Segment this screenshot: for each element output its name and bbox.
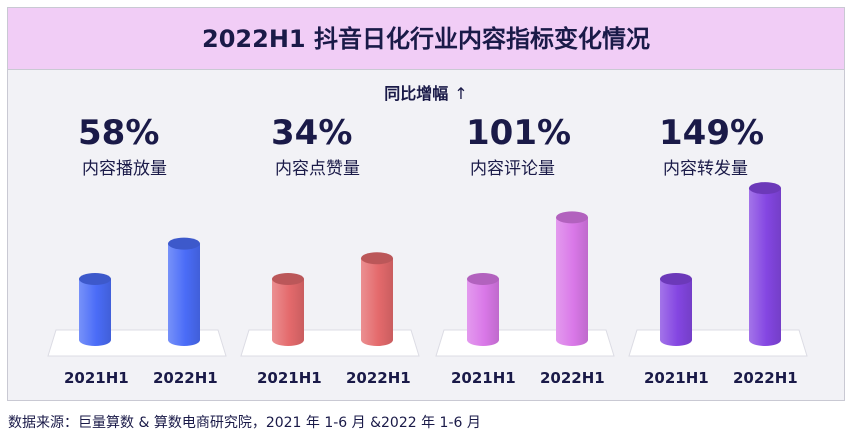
- subtitle-label: 同比增幅: [384, 84, 449, 103]
- cylinder-bar: [168, 237, 200, 346]
- growth-value-shares: 149%: [659, 113, 765, 153]
- cylinder-bar: [467, 273, 499, 346]
- cylinder-bar: [272, 273, 304, 346]
- cylinder-bar: [660, 273, 692, 346]
- cylinder-bar: [79, 273, 111, 346]
- metric-label-comments: 内容评论量: [470, 159, 555, 179]
- cylinder-bar: [556, 211, 588, 346]
- x-tick-label: 2021H1: [64, 369, 129, 387]
- growth-value-plays: 58%: [78, 113, 160, 153]
- x-tick-label: 2022H1: [153, 369, 218, 387]
- metric-label-likes: 内容点赞量: [275, 159, 360, 179]
- x-tick-label: 2021H1: [644, 369, 709, 387]
- subtitle: 同比增幅 ↑: [8, 80, 844, 104]
- x-tick-label: 2021H1: [451, 369, 516, 387]
- up-arrow-icon: ↑: [454, 84, 468, 103]
- cylinder-bar: [361, 252, 393, 346]
- chart-title: 2022H1 抖音日化行业内容指标变化情况: [202, 25, 650, 53]
- x-tick-label: 2021H1: [257, 369, 322, 387]
- x-tick-label: 2022H1: [346, 369, 411, 387]
- title-banner: 2022H1 抖音日化行业内容指标变化情况: [8, 8, 844, 70]
- cylinder-bar: [749, 182, 781, 346]
- growth-value-comments: 101%: [466, 113, 572, 153]
- metric-label-shares: 内容转发量: [663, 159, 748, 179]
- x-tick-label: 2022H1: [540, 369, 605, 387]
- data-source-note: 数据来源：巨量算数 & 算数电商研究院，2021 年 1-6 月 &2022 年…: [8, 415, 481, 431]
- metric-label-plays: 内容播放量: [82, 159, 167, 179]
- growth-value-likes: 34%: [271, 113, 353, 153]
- x-tick-label: 2022H1: [733, 369, 798, 387]
